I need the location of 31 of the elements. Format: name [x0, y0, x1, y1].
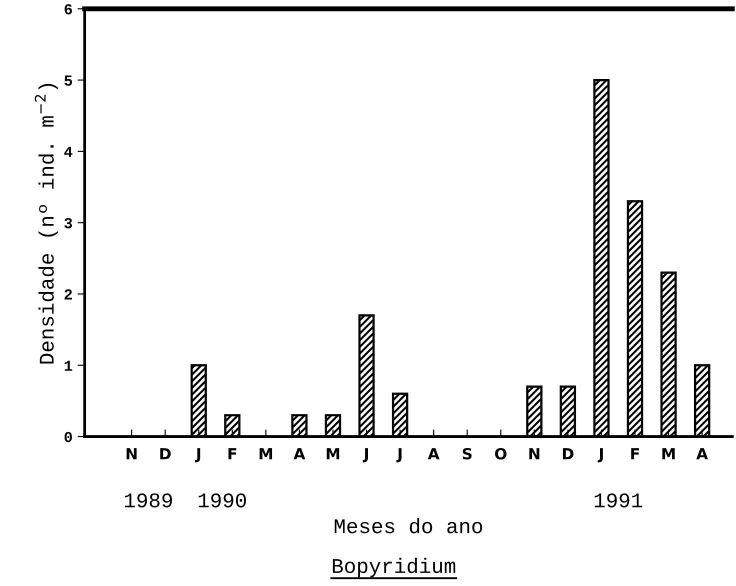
x-axis-title: Meses do ano: [334, 518, 482, 534]
x-tick-label: S: [462, 448, 472, 460]
x-tick-label: D: [562, 448, 574, 460]
x-tick-label: A: [294, 448, 306, 460]
x-tick-label: O: [495, 448, 506, 460]
x-tick-label: N: [126, 448, 137, 460]
x-tick-label: M: [326, 448, 340, 460]
x-tick-label: A: [696, 448, 708, 460]
y-tick-label: 0: [64, 432, 72, 442]
text: Bopyridium: [332, 558, 456, 578]
x-tick-label: N: [529, 448, 540, 460]
x-tick-label: D: [160, 448, 171, 460]
y-tick-label: 2: [64, 289, 72, 300]
text: 1989: [124, 493, 172, 508]
x-tick-label: A: [428, 448, 440, 460]
x-tick-label: J: [396, 448, 402, 462]
y-tick-label: 4: [64, 146, 72, 157]
y-tick-label: 3: [64, 218, 72, 228]
x-tick-label: J: [195, 448, 200, 462]
y-tick-label: 5: [64, 76, 72, 86]
x-tick-label: J: [362, 448, 368, 462]
x-tick-label: M: [662, 448, 675, 460]
x-tick-label: F: [631, 448, 639, 460]
text: 1990: [198, 493, 246, 508]
text: 1991: [594, 493, 642, 508]
x-tick-label: F: [228, 448, 236, 460]
x-tick-label: J: [598, 448, 603, 462]
y-axis-title: Densidade (nº ind. m$^{−2}$): [34, 84, 58, 364]
x-tick-label: M: [260, 448, 272, 460]
y-tick-label: 1: [64, 360, 72, 371]
y-tick-label: 6: [64, 4, 72, 14]
